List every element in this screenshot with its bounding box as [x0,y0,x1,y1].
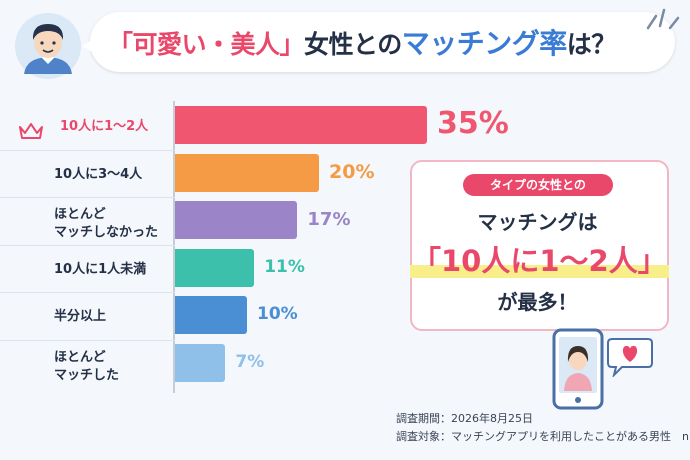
sparkle-lines-icon [646,8,680,30]
row-separator [0,339,175,341]
callout-tag: タイプの女性との [463,174,613,196]
bar [175,248,255,287]
title-part-4: は？ [566,30,617,59]
value-label: 20% [329,160,375,183]
man-avatar-icon [15,13,81,79]
bar [175,201,298,239]
callout-line-3: が最多！ [497,290,578,314]
survey-date: 調査期間：2026年8月25日 [396,412,533,425]
title-part-2: 女性との [304,30,402,59]
title-bubble-tail [82,38,96,54]
bar [175,153,319,192]
value-label: 35% [437,106,509,142]
value-label: 7% [235,351,265,372]
title-part-1: 「可愛い・美人」 [108,30,305,59]
category-label-text: 半分以上 [54,309,107,324]
category-label-text: ほとんど マッチしなかった [54,207,159,240]
bar [175,106,427,144]
callout-highlight: 「10人に1〜2人」 [410,244,669,278]
bar [175,343,226,382]
category-label-text: 10人に3〜4人 [54,166,143,182]
title-bubble [90,12,675,72]
crown-icon [19,123,43,139]
callout-line-1: マッチングは [477,210,598,234]
bar [175,296,247,334]
row-separator [0,149,175,151]
heart-bubble-icon [607,338,653,377]
callout-line-2: 「10人に1〜2人」 [410,238,669,280]
value-label: 11% [264,256,305,277]
chart-axis [173,101,175,393]
category-label-text: 10人に1〜2人 [60,119,149,134]
row-separator [0,292,175,293]
row-separator [0,197,175,198]
page-title: 「可愛い・美人」女性とのマッチング率は？ [108,22,616,62]
category-label-text: 10人に1人未満 [54,261,147,277]
phone-icon [552,328,604,410]
value-label: 10% [257,304,298,325]
survey-target: 調査対象：マッチングアプリを利用したことがある男性 n=97 [396,430,690,443]
title-part-3: マッチング率 [401,27,568,60]
category-label-text: ほとんど マッチした [54,349,120,383]
value-label: 17% [307,208,351,230]
row-separator [0,244,175,246]
